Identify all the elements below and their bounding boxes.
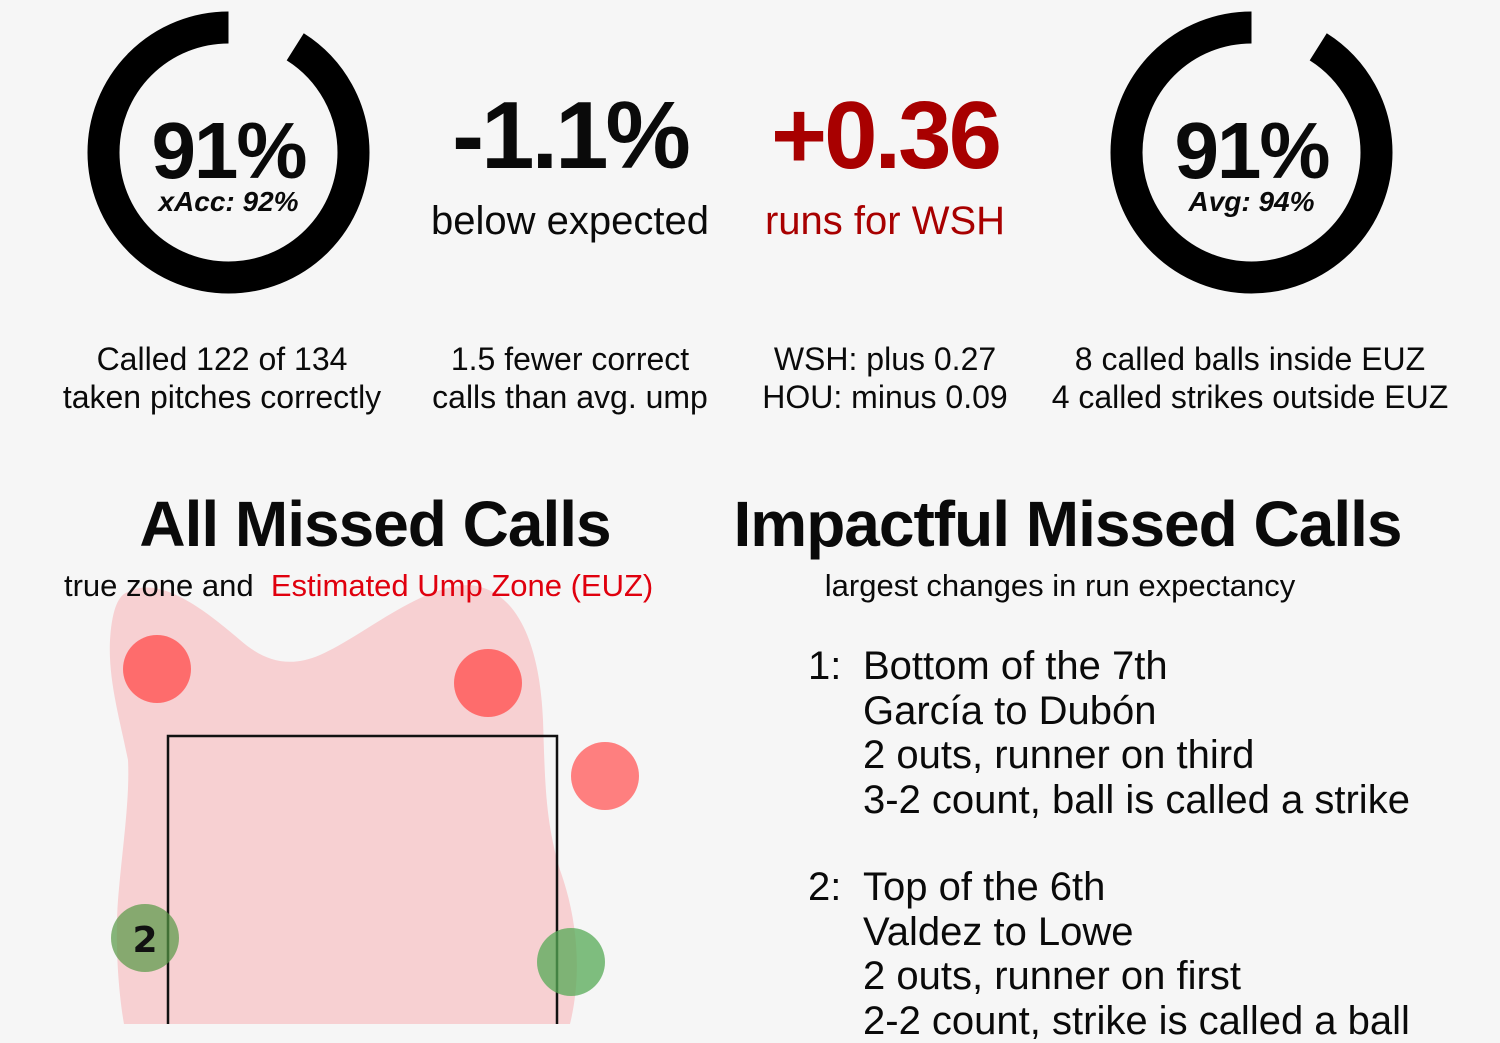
call-inning: Top of the 6th — [863, 865, 1410, 910]
call-rank: 1: — [808, 644, 858, 689]
all-missed-calls-title: All Missed Calls — [60, 492, 690, 556]
call-outcome: 2-2 count, strike is called a ball — [863, 999, 1410, 1043]
call-situation: 2 outs, runner on first — [863, 954, 1410, 999]
missed-call-dot[interactable] — [537, 928, 605, 996]
missed-call-rank-label: 2 — [132, 920, 157, 961]
all-missed-calls-subtitle: true zone and Estimated Ump Zone (EUZ) — [64, 570, 653, 601]
call-outcome: 3-2 count, ball is called a strike — [863, 778, 1410, 823]
call-rank: 2: — [808, 865, 858, 910]
call-matchup: Valdez to Lowe — [863, 910, 1410, 955]
impactful-missed-calls-subtitle: largest changes in run expectancy — [710, 570, 1410, 601]
missed-call-dot[interactable] — [571, 742, 639, 810]
euz-legend-label: Estimated Ump Zone (EUZ) — [271, 568, 653, 603]
missed-call-dot[interactable] — [454, 649, 522, 717]
impactful-missed-calls-title: Impactful Missed Calls — [710, 492, 1425, 556]
call-situation: 2 outs, runner on third — [863, 733, 1410, 778]
call-inning: Bottom of the 7th — [863, 644, 1410, 689]
true-zone-label: true zone and — [64, 568, 254, 603]
call-matchup: García to Dubón — [863, 689, 1410, 734]
missed-call-dot[interactable] — [123, 635, 191, 703]
